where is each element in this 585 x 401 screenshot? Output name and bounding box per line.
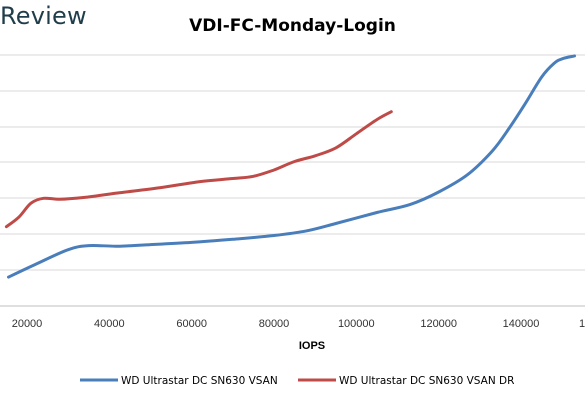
chart-title: VDI-FC-Monday-Login	[189, 16, 396, 36]
series-line-2	[4, 110, 393, 229]
chart-title-wrap: VDI-FC-Monday-Login	[0, 16, 585, 36]
series-line-1	[7, 54, 576, 279]
x-tick-label: 1	[579, 318, 585, 330]
x-tick-label: 140000	[503, 318, 540, 330]
brand-logo-text: Review	[0, 2, 87, 30]
x-tick-label: 20000	[12, 318, 43, 330]
x-tick-label: 120000	[420, 318, 457, 330]
x-axis-title: IOPS	[299, 340, 325, 352]
legend: WD Ultrastar DC SN630 VSAN WD Ultrastar D…	[80, 375, 514, 387]
x-tick-label: 60000	[176, 318, 207, 330]
x-tick-label: 80000	[259, 318, 290, 330]
legend-label-2: WD Ultrastar DC SN630 VSAN DR	[339, 375, 514, 387]
x-axis-ticks: 20000 40000 60000 80000 100000 120000 140000 1	[12, 318, 585, 330]
series-layer	[4, 54, 576, 279]
x-tick-label: 40000	[94, 318, 125, 330]
legend-label-1: WD Ultrastar DC SN630 VSAN	[121, 375, 278, 387]
grid-lines	[0, 54, 585, 307]
x-tick-label: 100000	[338, 318, 375, 330]
